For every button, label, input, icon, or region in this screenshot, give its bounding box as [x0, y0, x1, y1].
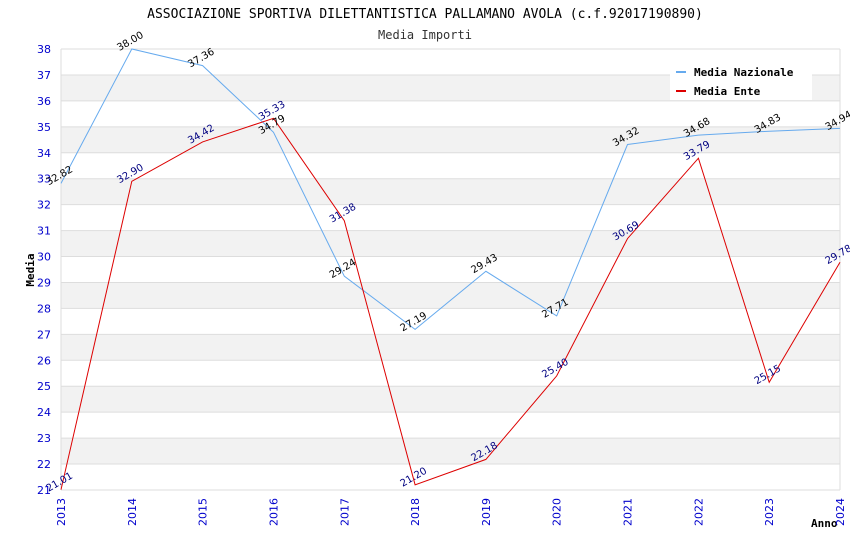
x-tick-labels: 2013 2014 2015 2016 2017 2018 2019 2020 2021 2022…: [55, 498, 847, 526]
y-tick-label: 21: [37, 484, 51, 497]
y-tick-label: 30: [37, 251, 51, 264]
x-tick-label: 2024: [834, 498, 847, 526]
legend-entry: Media Ente: [694, 85, 761, 98]
y-tick-label: 35: [37, 121, 51, 134]
data-label: 21.01: [45, 471, 75, 495]
grid-band: [61, 178, 840, 205]
grid-band: [61, 308, 840, 335]
grid-band: [61, 386, 840, 413]
grid-band: [61, 230, 840, 257]
x-tick-label: 2020: [551, 498, 564, 526]
grid-band: [61, 152, 840, 179]
grid-band: [61, 126, 840, 153]
chart-subtitle: Media Importi: [378, 28, 472, 42]
grid-band: [61, 282, 840, 309]
grid-band: [61, 334, 840, 361]
y-tick-label: 37: [37, 69, 51, 82]
y-tick-label: 36: [37, 95, 51, 108]
y-tick-labels: 21 22 23 24 25 26 27 28 29 30 31 32 33 34 35 36 37 38: [37, 43, 51, 497]
legend: Media Nazionale Media Ente: [670, 58, 812, 100]
y-tick-label: 27: [37, 328, 51, 341]
y-tick-label: 34: [37, 147, 51, 160]
y-tick-label: 25: [37, 380, 51, 393]
y-axis-label: Media: [24, 253, 37, 286]
y-tick-label: 29: [37, 276, 51, 289]
grid-bands: [60, 48, 841, 491]
x-tick-label: 2019: [480, 498, 493, 526]
x-tick-label: 2015: [197, 498, 210, 526]
grid-band: [61, 464, 840, 490]
x-tick-label: 2021: [622, 498, 635, 526]
grid-band: [61, 100, 840, 127]
x-axis-label: Anno: [811, 517, 838, 530]
x-tick-label: 2017: [338, 498, 351, 526]
series-lines: [60, 48, 841, 490]
y-tick-label: 31: [37, 225, 51, 238]
legend-entry: Media Nazionale: [694, 66, 794, 79]
y-tick-label: 24: [37, 406, 51, 419]
y-tick-label: 23: [37, 432, 51, 445]
y-tick-label: 38: [37, 43, 51, 56]
series-line-media-nazionale: [60, 48, 841, 331]
y-tick-label: 26: [37, 354, 51, 367]
y-tick-label: 32: [37, 199, 51, 212]
x-tick-label: 2018: [409, 498, 422, 526]
grid-band: [61, 412, 840, 439]
legend-box: [670, 58, 812, 100]
grid-band: [61, 438, 840, 465]
series-line-media-ente: [60, 117, 841, 490]
grid-band: [61, 204, 840, 231]
x-tick-label: 2016: [267, 498, 280, 526]
y-tick-label: 33: [37, 173, 51, 186]
y-tick-label: 28: [37, 302, 51, 315]
x-tick-label: 2023: [763, 498, 776, 526]
grid-band: [61, 360, 840, 387]
y-tick-label: 22: [37, 458, 51, 471]
grid-band: [61, 256, 840, 283]
x-tick-label: 2014: [126, 498, 139, 526]
x-tick-label: 2022: [692, 498, 705, 526]
chart-title: ASSOCIAZIONE SPORTIVA DILETTANTISTICA PA…: [147, 7, 703, 22]
x-tick-label: 2013: [55, 498, 68, 526]
